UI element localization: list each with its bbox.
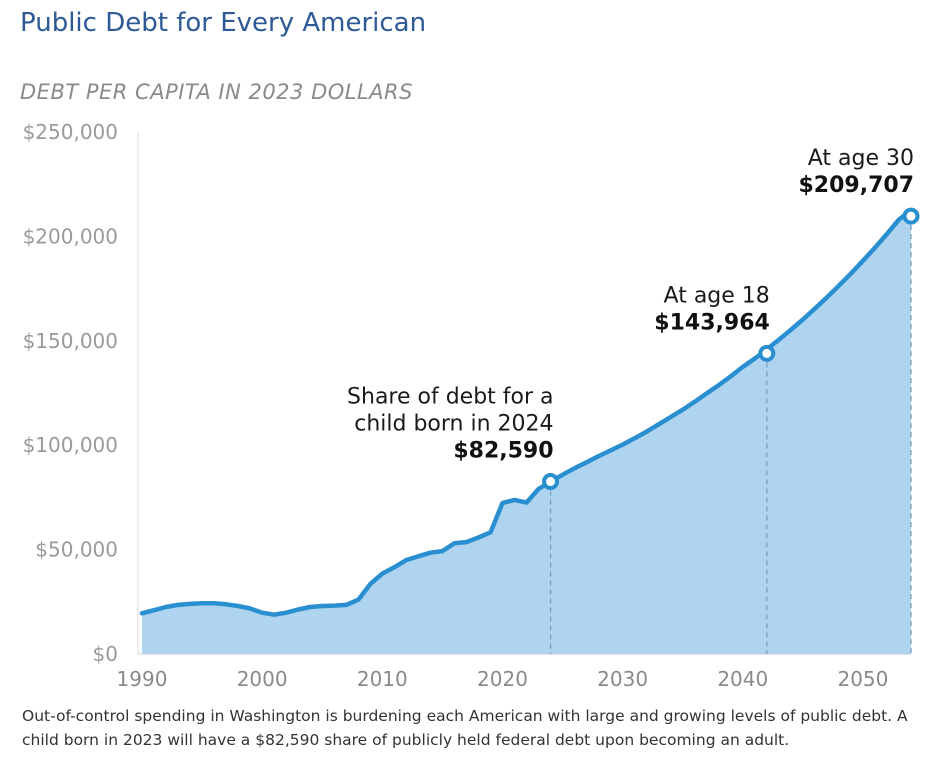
annotation-label: At age 30 xyxy=(808,146,914,171)
debt-area xyxy=(142,210,911,655)
annotation-label: At age 18 xyxy=(664,283,770,308)
y-axis-ticks: $0 $50,000 $100,000 $150,000 $200,000 $250,00… xyxy=(23,120,118,666)
x-tick-label: 2040 xyxy=(717,667,768,691)
annotation-value: $82,590 xyxy=(453,439,553,464)
annotation-label: Share of debt for a xyxy=(347,385,554,410)
chart-caption: Out-of-control spending in Washington is… xyxy=(22,707,908,749)
x-tick-label: 2020 xyxy=(477,667,528,691)
chart-title: Public Debt for Every American xyxy=(20,8,427,38)
annotation-marker xyxy=(542,473,560,491)
annotation-value: $143,964 xyxy=(654,310,770,335)
y-tick-label: $150,000 xyxy=(23,329,118,353)
annotation-label: child born in 2024 xyxy=(354,412,553,437)
debt-line xyxy=(139,208,914,617)
annotation-marker xyxy=(902,207,920,225)
y-tick-label: $0 xyxy=(93,642,118,666)
y-tick-label: $200,000 xyxy=(23,224,118,248)
annotation-droplines xyxy=(549,216,912,654)
debt-chart: $0 $50,000 $100,000 $150,000 $200,000 $250,00… xyxy=(23,120,920,691)
annotation-markers xyxy=(542,207,920,491)
x-axis-ticks: 1990 2000 2010 2020 2030 2040 2050 xyxy=(117,667,889,691)
annotation-value: $209,707 xyxy=(798,173,914,198)
x-tick-label: 2030 xyxy=(597,667,648,691)
chart-subtitle: DEBT PER CAPITA IN 2023 DOLLARS xyxy=(20,80,413,104)
y-tick-label: $50,000 xyxy=(35,538,118,562)
x-tick-label: 2010 xyxy=(357,667,408,691)
annotation-marker xyxy=(758,344,776,362)
x-tick-label: 1990 xyxy=(117,667,168,691)
y-tick-label: $250,000 xyxy=(23,120,118,144)
x-tick-label: 2050 xyxy=(837,667,888,691)
x-tick-label: 2000 xyxy=(237,667,288,691)
y-tick-label: $100,000 xyxy=(23,433,118,457)
